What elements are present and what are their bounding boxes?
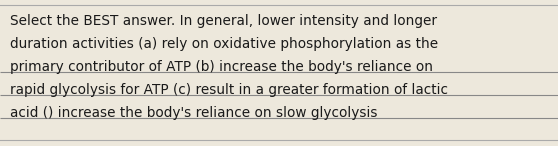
Text: primary contributor of ATP (b) increase the body's reliance on: primary contributor of ATP (b) increase … bbox=[10, 60, 433, 74]
Text: Select the BEST answer. In general, lower intensity and longer: Select the BEST answer. In general, lowe… bbox=[10, 14, 437, 28]
Text: rapid glycolysis for ATP (c) result in a greater formation of lactic: rapid glycolysis for ATP (c) result in a… bbox=[10, 83, 448, 97]
Text: duration activities (a) rely on oxidative phosphorylation as the: duration activities (a) rely on oxidativ… bbox=[10, 37, 438, 51]
Text: acid () increase the body's reliance on slow glycolysis: acid () increase the body's reliance on … bbox=[10, 106, 378, 120]
